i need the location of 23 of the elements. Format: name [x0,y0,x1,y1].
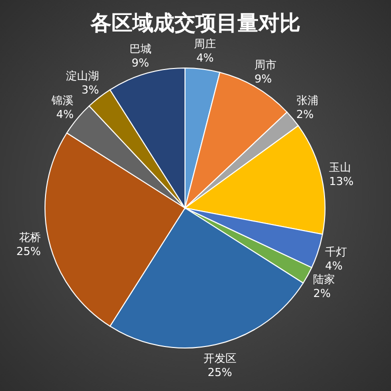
data-label: 4% [56,108,74,122]
slice-label: 巴城 [129,42,152,56]
data-label: 4% [325,259,343,272]
slice-label: 玉山 [329,161,352,174]
slice-label: 陆家 [313,273,336,286]
slice-label: 周市 [254,58,276,72]
data-label: 13% [329,175,354,188]
data-label: 2% [313,287,331,300]
chart-title: 各区域成交项目量对比 [90,11,300,35]
slice-label: 张浦 [296,94,318,108]
slice-label: 花桥 [18,230,41,244]
data-label: 3% [81,84,99,97]
data-label: 4% [196,51,214,64]
data-label: 25% [208,366,232,380]
slice-label: 千灯 [325,245,348,258]
slice-label: 淀山湖 [66,70,99,83]
data-label: 25% [16,244,41,258]
slice-label: 周庄 [194,37,216,50]
slice-label: 锦溪 [50,94,74,108]
slice-label: 开发区 [203,352,236,366]
data-label: 2% [296,108,314,122]
data-label: 9% [254,72,272,86]
data-label: 9% [132,56,150,70]
